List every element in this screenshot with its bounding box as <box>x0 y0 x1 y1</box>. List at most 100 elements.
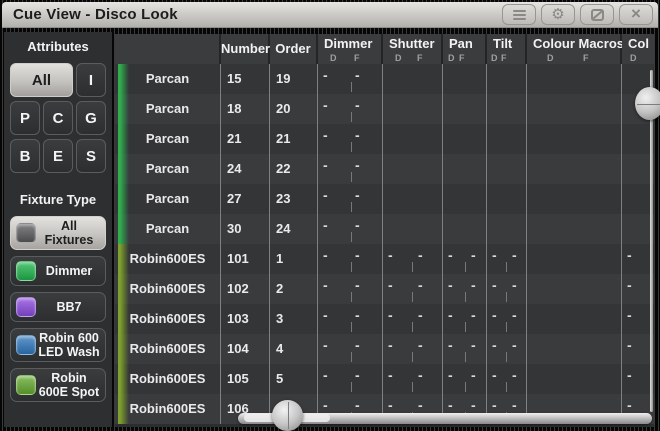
value-f: - <box>512 307 517 323</box>
attribute-button-all[interactable]: All <box>10 63 73 97</box>
fixture-color-swatch <box>16 375 36 395</box>
fixture-type-button-all-fixtures[interactable]: All Fixtures <box>10 216 106 250</box>
value-d: - <box>388 247 393 263</box>
cell-col: - <box>622 244 654 274</box>
cue-table: Number Order Dimmer D F Shutter D F Pan D F Tilt D F C… <box>115 34 654 427</box>
titlebar[interactable]: Cue View - Disco Look ⚙ × <box>2 2 658 28</box>
attribute-button-e[interactable]: E <box>43 139 73 173</box>
vertical-scrollbar-thumb[interactable] <box>635 87 660 120</box>
fixture-type-list: All Fixtures Dimmer BB7 Robin 600 LED Wash R… <box>10 216 106 402</box>
cell-colour_macros <box>527 64 622 94</box>
cell-tilt: -- <box>487 364 527 394</box>
appearance-button[interactable] <box>580 4 614 25</box>
cell-tilt <box>487 124 527 154</box>
fixture-type-button-dimmer[interactable]: Dimmer <box>10 256 106 286</box>
cell-shutter <box>383 124 443 154</box>
cell-dimmer: -- <box>318 334 383 364</box>
menu-icon <box>512 9 526 20</box>
cell-pan <box>443 184 487 214</box>
header-cell-order: Order <box>270 34 318 64</box>
value-d: - <box>492 397 497 413</box>
df-divider <box>465 322 466 332</box>
attribute-button-g[interactable]: G <box>76 101 106 135</box>
table-row[interactable]: Parcan 15 19- - <box>115 64 654 94</box>
cell-pan <box>443 124 487 154</box>
value-d: - <box>323 277 328 293</box>
fixture-color-swatch <box>16 223 36 243</box>
fixture-type-stripe <box>118 244 129 274</box>
table-row[interactable]: Robin600ES 105 5- - - - - - - - - <box>115 364 654 394</box>
cue-table-body: Parcan 15 19- - Parcan 18 20- - Parcan 21 21- - Parc… <box>115 64 654 424</box>
header-sublabel-d: D <box>630 53 637 63</box>
value-f: - <box>355 277 360 293</box>
df-divider <box>412 292 413 302</box>
horizontal-scrollbar-thumb[interactable] <box>272 400 303 431</box>
fixture-type-label: Robin 600E Spot <box>38 371 100 399</box>
cell-name: Parcan <box>115 124 221 154</box>
df-divider <box>465 292 466 302</box>
attribute-button-b[interactable]: B <box>10 139 40 173</box>
close-button[interactable]: × <box>619 4 653 25</box>
value-d: - <box>323 247 328 263</box>
cell-number: 27 <box>221 184 270 214</box>
table-row[interactable]: Robin600ES 101 1- - - - - - - - - <box>115 244 654 274</box>
cell-order: 3 <box>270 304 318 334</box>
table-row[interactable]: Parcan 18 20- - <box>115 94 654 124</box>
attribute-button-p[interactable]: P <box>10 101 40 135</box>
value-f: - <box>355 217 360 233</box>
value-f: - <box>471 307 476 323</box>
cell-shutter: -- <box>383 334 443 364</box>
settings-button[interactable]: ⚙ <box>541 4 575 25</box>
cell-number: 15 <box>221 64 270 94</box>
cell-dimmer: -- <box>318 274 383 304</box>
df-divider <box>412 352 413 362</box>
header-sublabel-d: D <box>330 53 337 63</box>
fixture-color-swatch <box>16 297 36 317</box>
table-row[interactable]: Parcan 30 24- - <box>115 214 654 244</box>
value-d: - <box>323 217 328 233</box>
header-label: Dimmer <box>324 36 373 51</box>
value-d: - <box>627 247 632 263</box>
attribute-button-s[interactable]: S <box>76 139 106 173</box>
cell-order: 21 <box>270 124 318 154</box>
vertical-scrollbar-track[interactable] <box>650 70 653 412</box>
menu-button[interactable] <box>502 4 536 25</box>
fixture-type-button-robin-600e-spot[interactable]: Robin 600E Spot <box>10 368 106 402</box>
header-sublabel-d: D <box>491 53 498 63</box>
cell-shutter: -- <box>383 244 443 274</box>
table-row[interactable]: Robin600ES 103 3- - - - - - - - - <box>115 304 654 334</box>
fixture-name: Parcan <box>145 101 190 116</box>
header-cell-colour_macros: Colour Macros D F <box>527 34 625 64</box>
fixture-type-stripe <box>118 124 129 154</box>
table-row[interactable]: Parcan 24 22- - <box>115 154 654 184</box>
header-cell-number: Number <box>221 34 270 64</box>
table-row[interactable]: Robin600ES 102 2- - - - - - - - - <box>115 274 654 304</box>
attribute-button-grid: All I P C G B E S <box>10 63 106 173</box>
value-d: - <box>388 307 393 323</box>
value-d: - <box>492 307 497 323</box>
header-label: Pan <box>449 36 473 51</box>
table-row[interactable]: Parcan 21 21- - <box>115 124 654 154</box>
cell-pan: -- <box>443 364 487 394</box>
horizontal-scrollbar-track[interactable] <box>238 413 652 424</box>
fixture-type-button-robin-600-led-wash[interactable]: Robin 600 LED Wash <box>10 328 106 362</box>
cell-shutter: -- <box>383 304 443 334</box>
table-row[interactable]: Robin600ES 104 4- - - - - - - - - <box>115 334 654 364</box>
value-f: - <box>471 367 476 383</box>
table-row[interactable]: Parcan 27 23- - <box>115 184 654 214</box>
cell-pan <box>443 64 487 94</box>
fixture-type-header: Fixture Type <box>19 192 97 207</box>
cell-dimmer: -- <box>318 124 383 154</box>
value-f: - <box>471 337 476 353</box>
cell-name: Robin600ES <box>115 274 221 304</box>
attribute-button-c[interactable]: C <box>43 101 73 135</box>
cell-shutter: -- <box>383 364 443 394</box>
cell-pan <box>443 94 487 124</box>
fixture-type-stripe <box>118 304 129 334</box>
cell-colour_macros <box>527 124 622 154</box>
header-label: Colour Macros <box>533 36 625 51</box>
fixture-type-button-bb7[interactable]: BB7 <box>10 292 106 322</box>
attribute-button-i[interactable]: I <box>76 63 106 97</box>
fixture-type-stripe <box>118 64 129 94</box>
